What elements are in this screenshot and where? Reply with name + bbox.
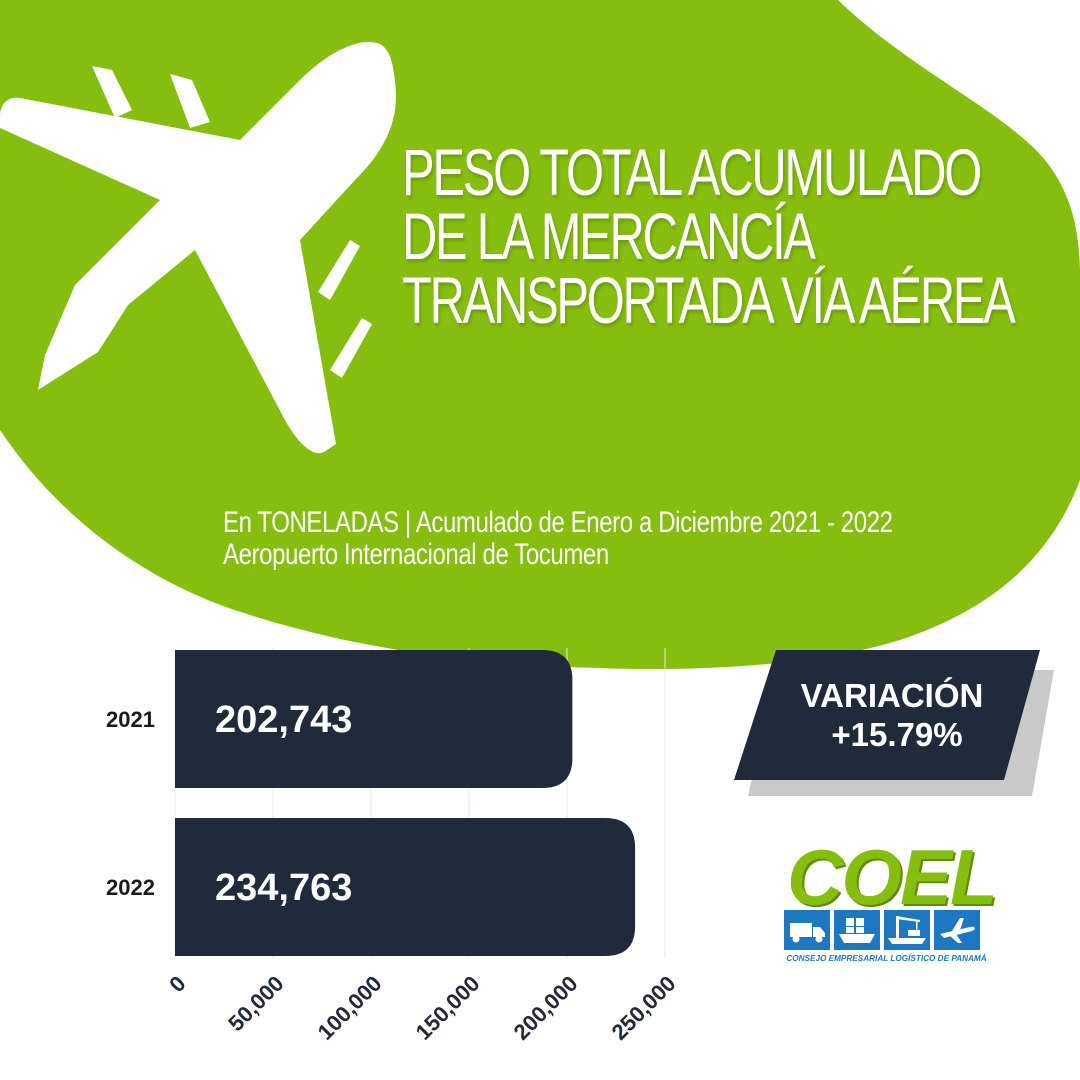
title-line-1: PESO TOTAL ACUMULADO <box>402 135 982 209</box>
subtitle-line-2: Aeropuerto Internacional de Tocumen <box>223 538 609 571</box>
title-line-3: TRANSPORTADA VÍA AÉREA <box>402 263 1016 337</box>
x-tick-label-1: 50,000 <box>223 971 288 1036</box>
title-line-2: DE LA MERCANCÍA <box>402 199 816 273</box>
truck-icon <box>784 910 830 950</box>
bar-2021 <box>175 650 573 788</box>
x-tick-label-5: 250,000 <box>607 971 681 1045</box>
variation-badge <box>734 650 1054 796</box>
airplane-icon <box>934 910 980 950</box>
variation-value: +15.79% <box>831 716 963 753</box>
logo-wordmark: COEL <box>787 833 998 921</box>
category-label-2022: 2022 <box>106 875 155 900</box>
x-tick-label-0: 0 <box>164 971 190 997</box>
variation-label: VARIACIÓN <box>800 677 984 714</box>
x-tick-label-2: 100,000 <box>313 971 387 1045</box>
port-crane-icon <box>884 910 930 950</box>
logo-caption: CONSEJO EMPRESARIAL LOGÍSTICO DE PANAMÁ <box>786 954 987 963</box>
subtitle-line-1: En TONELADAS | Acumulado de Enero a Dici… <box>223 506 893 539</box>
bar-value-label-2021: 202,743 <box>215 699 352 741</box>
airplane-icon <box>0 41 396 454</box>
bar-value-label-2022: 234,763 <box>215 867 352 909</box>
cargo-ship-icon <box>834 910 880 950</box>
bar-2022 <box>175 818 636 956</box>
x-tick-label-4: 200,000 <box>509 971 583 1045</box>
variation-badge-panel <box>734 650 1040 780</box>
category-label-2021: 2021 <box>106 707 155 732</box>
x-tick-label-3: 150,000 <box>411 971 485 1045</box>
